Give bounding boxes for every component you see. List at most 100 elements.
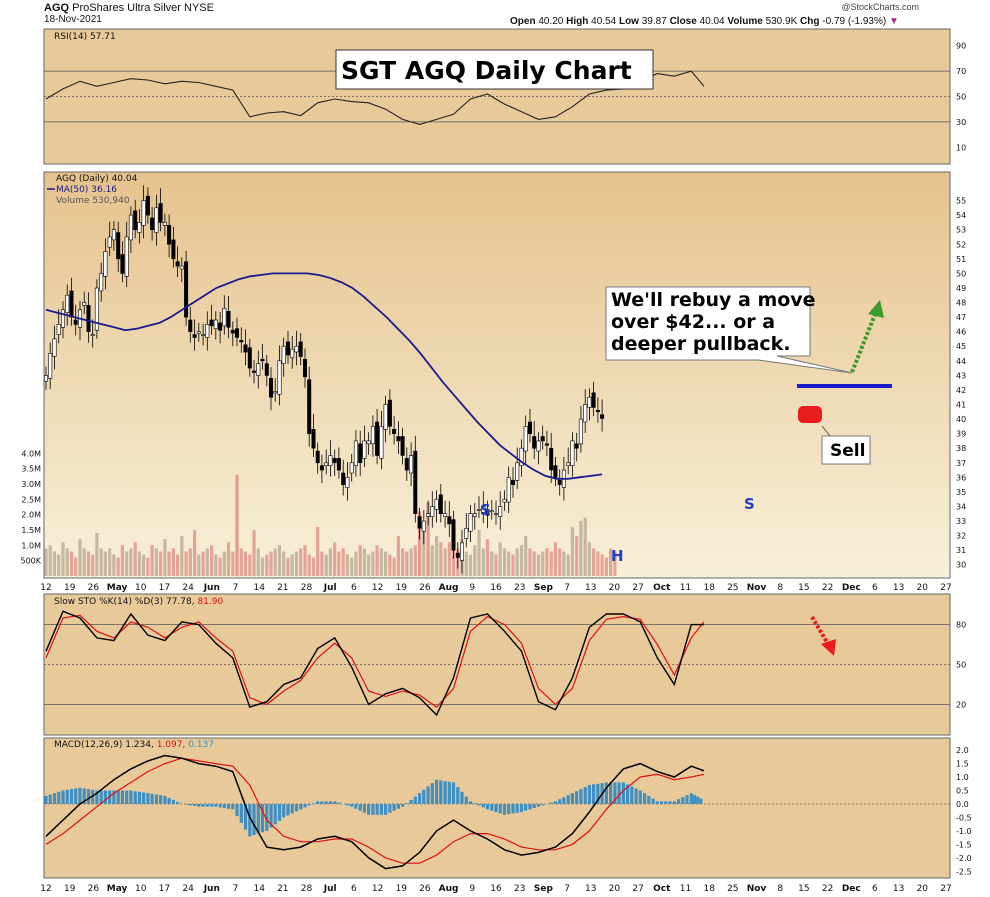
macd-hist-bar xyxy=(269,804,273,828)
x-axis-label: 7 xyxy=(233,884,239,894)
macd-tick-7: -1.5 xyxy=(956,840,972,849)
volume-bar xyxy=(163,539,167,576)
up-arrow-shaft xyxy=(850,311,878,373)
macd-hist-bar xyxy=(672,801,676,804)
macd-hist-bar xyxy=(541,804,545,806)
ma50-line xyxy=(45,272,603,480)
candle-body xyxy=(557,479,562,485)
candle-body xyxy=(52,338,57,357)
x-axis-label: 11 xyxy=(680,884,691,894)
high-label: High xyxy=(566,16,589,27)
x-axis-label: 21 xyxy=(277,583,288,593)
title-box xyxy=(335,49,654,90)
x-axis-label: 6 xyxy=(351,884,357,894)
macd-hist-bar xyxy=(519,804,524,813)
low-label: Low xyxy=(618,16,639,27)
volume-bar xyxy=(443,548,447,576)
volume-bar xyxy=(579,520,583,576)
volume-bar xyxy=(447,542,451,577)
candle-body xyxy=(396,436,401,442)
candle-body xyxy=(260,358,265,362)
macd-tick-5: -0.5 xyxy=(956,813,972,822)
price-tick-23: 32 xyxy=(956,532,966,541)
price-tick-11: 44 xyxy=(956,357,966,366)
x-axis-label: 28 xyxy=(301,583,313,593)
candle-body xyxy=(311,428,316,449)
candle-body xyxy=(226,310,231,328)
x-axis-label: 25 xyxy=(727,884,738,894)
macd-hist-bar xyxy=(553,801,557,804)
candle-body xyxy=(133,210,138,231)
macd-hist-bar xyxy=(214,804,218,807)
volume-bar xyxy=(324,554,328,576)
macd-hist-bar xyxy=(443,781,447,804)
macd-label: MACD(12,26,9) 1.234, 1.097, 0.137 xyxy=(54,740,214,750)
stoch-k-line xyxy=(45,610,704,717)
volume-bar xyxy=(299,548,303,576)
candle-body xyxy=(332,458,337,464)
candle-body xyxy=(591,392,596,408)
x-axis-label: 13 xyxy=(893,884,904,894)
x-axis-label: 21 xyxy=(277,884,288,894)
candle-body xyxy=(328,455,333,466)
macd-hist-bar xyxy=(596,783,600,804)
volume-bar xyxy=(494,554,498,576)
volume-bar xyxy=(303,545,307,576)
macd-hist-bar xyxy=(490,804,494,811)
macd-hist-bar xyxy=(137,791,141,804)
macd-hist-bar xyxy=(456,787,460,804)
macd-label-signal: 1.097, xyxy=(157,740,186,750)
volume-bar xyxy=(125,551,129,576)
open-label: Open xyxy=(510,16,536,27)
candle-body xyxy=(256,363,261,376)
macd-hist-bar xyxy=(681,797,685,804)
candle-body xyxy=(578,418,583,445)
volume-spike-bar xyxy=(235,474,239,577)
rsi-tick-2: 50 xyxy=(956,93,966,102)
macd-hist-bar xyxy=(188,804,192,806)
volume-bar xyxy=(57,554,61,576)
macd-hist-bar xyxy=(116,790,120,804)
x-axis-label: 20 xyxy=(609,884,621,894)
x-axis-label: Oct xyxy=(653,884,671,894)
volume-tick-6: 1.0M xyxy=(21,541,41,550)
macd-hist-bar xyxy=(664,801,668,804)
x-axis-label: 27 xyxy=(940,583,951,593)
volume-bar xyxy=(103,551,107,576)
x-axis-label: 16 xyxy=(490,884,502,894)
volume-bar xyxy=(570,526,574,576)
candle-body xyxy=(90,334,95,336)
volume-bar xyxy=(120,545,124,576)
macd-hist-bar xyxy=(248,804,252,837)
volume-bar xyxy=(159,551,163,576)
candle-body xyxy=(222,308,227,327)
x-axis-label: Aug xyxy=(439,583,459,593)
volume-bar xyxy=(405,551,409,576)
candle-body xyxy=(69,290,74,318)
candle-body xyxy=(154,207,159,233)
macd-hist-bar xyxy=(460,791,464,804)
candle-body xyxy=(459,542,464,561)
callout-line-2: over $42... or a xyxy=(611,311,775,333)
macd-tick-8: -2.0 xyxy=(956,854,972,863)
price-tick-22: 33 xyxy=(956,517,966,526)
volume-bar xyxy=(464,551,468,576)
volume-bar xyxy=(524,536,528,576)
macd-hist-bar xyxy=(193,804,197,806)
volume-bar xyxy=(61,542,65,577)
change-value: -0.79 (-1.93%) xyxy=(822,16,887,27)
macd-hist-bar xyxy=(44,795,48,804)
volume-bar xyxy=(188,548,192,576)
macd-hist-bar xyxy=(617,782,621,804)
candle-body xyxy=(566,462,571,466)
sell-pointer xyxy=(821,425,831,437)
callout-line-3: deeper pullback. xyxy=(611,333,791,355)
x-axis-label: 25 xyxy=(727,583,738,593)
candle-body xyxy=(235,328,240,338)
ohlc-summary: Open 40.20 High 40.54 Low 39.87 Close 40… xyxy=(510,16,899,27)
volume-bar xyxy=(91,554,95,576)
candle-body xyxy=(527,421,532,434)
candle-body xyxy=(184,261,189,318)
macd-hist-bar xyxy=(350,804,354,807)
volume-bar xyxy=(99,548,103,576)
